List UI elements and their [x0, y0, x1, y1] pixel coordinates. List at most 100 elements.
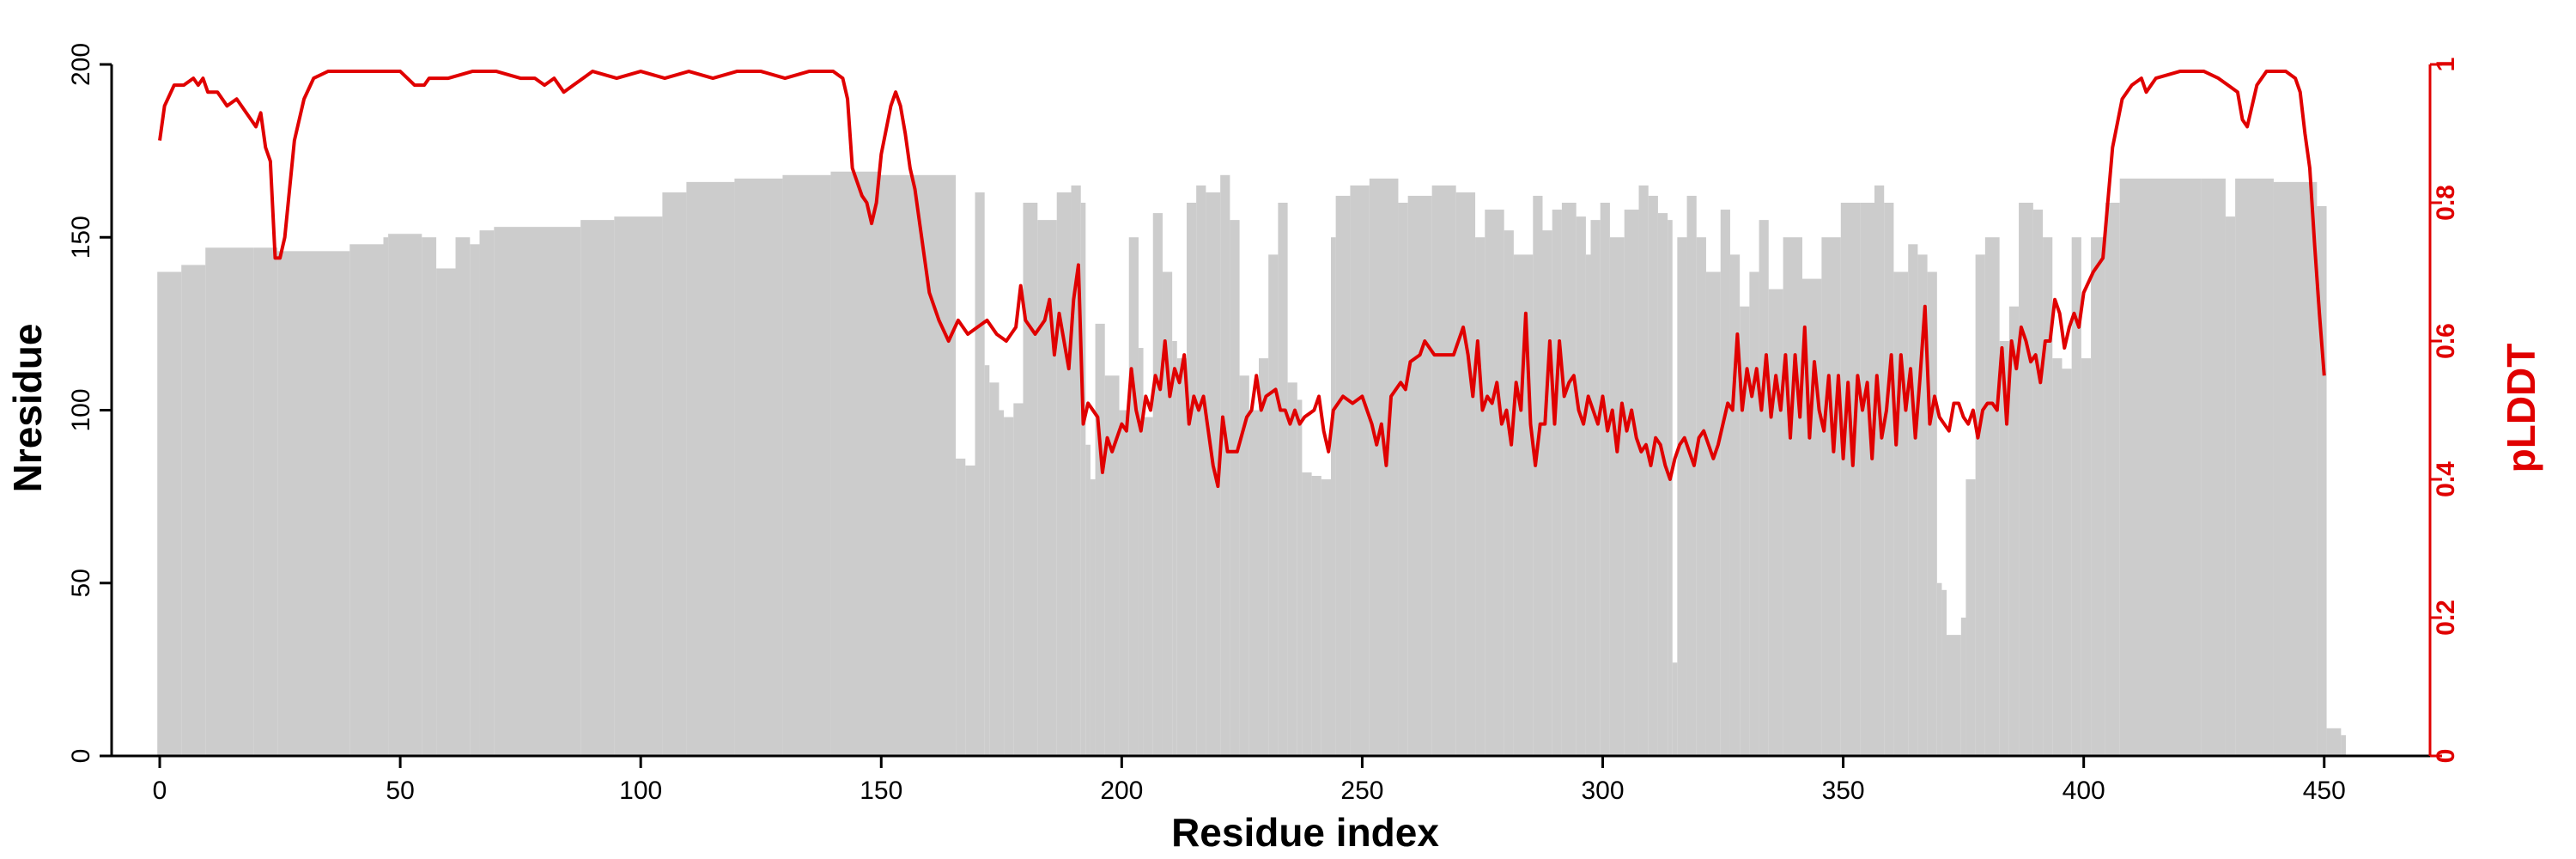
bar: [1677, 237, 1687, 756]
bar: [989, 382, 999, 756]
bar: [1504, 230, 1514, 756]
bar: [1648, 195, 1658, 756]
y-tick-label: 0: [67, 749, 95, 764]
bar: [1965, 479, 1976, 756]
y2-axis: 0 0.2 0.4 0.6 0.8 1: [2428, 58, 2460, 764]
bar: [2032, 210, 2044, 757]
bar: [1023, 203, 1038, 756]
bar: [1302, 472, 1312, 756]
bar: [1239, 375, 1249, 756]
bar: [580, 220, 615, 757]
y-tick-label: 200: [67, 43, 95, 86]
bar: [1350, 185, 1370, 757]
bar: [2119, 178, 2202, 756]
bar: [1455, 192, 1476, 756]
bar: [1230, 220, 1240, 757]
bar: [830, 171, 879, 756]
bar: [1686, 195, 1697, 756]
bar: [455, 237, 471, 756]
bar: [1960, 618, 1966, 756]
bar: [1176, 358, 1187, 756]
bar: [1220, 174, 1230, 757]
plddt-line: [158, 70, 2326, 489]
bar: [1004, 417, 1014, 756]
bar: [1152, 213, 1163, 756]
bar: [614, 216, 663, 757]
bar: [470, 244, 480, 756]
bar: [205, 247, 254, 757]
bar: [1533, 195, 1543, 756]
bar: [1297, 399, 1303, 756]
bar: [2235, 178, 2274, 756]
y2-tick-label: 0: [2432, 749, 2460, 764]
bar: [2062, 369, 2072, 756]
bar: [1206, 192, 1221, 756]
bar: [253, 247, 278, 757]
bar: [1840, 203, 1861, 756]
bar: [1335, 195, 1351, 756]
x-axis-title: Residue index: [1171, 810, 1439, 855]
bar: [1143, 417, 1153, 756]
bar: [1984, 237, 2000, 756]
bar: [2052, 358, 2063, 756]
bar: [383, 237, 389, 756]
bar: [1947, 635, 1961, 757]
bar: [1975, 254, 1985, 757]
bar: [1475, 237, 1485, 756]
bar: [1624, 210, 1639, 757]
x-tick-label: 50: [386, 777, 414, 805]
bar: [1884, 203, 1894, 756]
bar: [1874, 185, 1885, 757]
bar: [2071, 237, 2081, 756]
x-tick-label: 350: [1822, 777, 1865, 805]
y2-tick-label: 0.6: [2432, 323, 2460, 359]
bar: [277, 251, 350, 757]
bar: [1249, 410, 1259, 756]
y-axis: 0 50 100 150 200: [67, 43, 113, 764]
bar: [1908, 244, 1918, 756]
y2-tick-label: 0.8: [2432, 185, 2460, 221]
bar: [1668, 220, 1673, 757]
bar: [1999, 341, 2009, 756]
bar: [782, 174, 831, 757]
bar: [984, 365, 990, 756]
bar: [1941, 589, 1947, 756]
y-axis-title: Nresidue: [5, 324, 50, 493]
bar: [181, 265, 206, 756]
bar: [1720, 210, 1730, 757]
bar: [1552, 210, 1562, 757]
bar: [2273, 181, 2318, 757]
bar: [1128, 237, 1139, 756]
bar: [1485, 210, 1504, 757]
bar: [1585, 254, 1591, 757]
bar: [2225, 216, 2236, 757]
bar: [878, 174, 957, 757]
y-tick-label: 150: [67, 216, 95, 259]
bar: [662, 192, 687, 756]
bar: [1268, 254, 1279, 757]
bar: [388, 234, 422, 757]
bar: [2081, 358, 2092, 756]
bar: [2326, 728, 2342, 756]
bar: [2008, 306, 2020, 756]
bar: [479, 230, 495, 756]
bar: [349, 244, 384, 756]
bar: [965, 465, 975, 756]
bar: [1056, 192, 1072, 756]
x-tick-label: 150: [860, 777, 902, 805]
x-tick-label: 250: [1340, 777, 1383, 805]
bar: [1172, 341, 1177, 756]
bar: [1740, 306, 1750, 756]
bar: [1119, 410, 1129, 756]
x-tick-label: 100: [619, 777, 662, 805]
bar: [1759, 220, 1769, 757]
bar: [1672, 662, 1678, 756]
bar-series: [157, 171, 2346, 757]
bar: [1576, 216, 1586, 757]
bar: [1609, 237, 1625, 756]
bar: [1196, 185, 1206, 757]
bar: [1600, 203, 1610, 756]
bar: [1259, 358, 1269, 756]
bar: [1821, 237, 1841, 756]
